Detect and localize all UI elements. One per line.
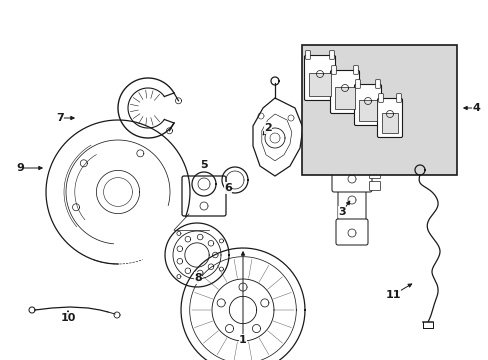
FancyBboxPatch shape [337,188,365,222]
FancyBboxPatch shape [378,94,383,102]
Bar [302,45,456,175]
Bar [381,113,397,133]
FancyBboxPatch shape [331,66,336,74]
FancyBboxPatch shape [355,80,360,88]
FancyBboxPatch shape [369,170,380,179]
FancyBboxPatch shape [330,71,359,113]
FancyBboxPatch shape [331,166,371,192]
Text: 7: 7 [56,113,64,123]
FancyBboxPatch shape [182,176,225,216]
Bar [334,87,354,109]
FancyBboxPatch shape [305,51,310,59]
FancyBboxPatch shape [304,55,335,100]
Text: 9: 9 [16,163,24,173]
Text: 3: 3 [338,207,345,217]
FancyBboxPatch shape [396,94,401,102]
Text: 1: 1 [239,335,246,345]
Text: 4: 4 [471,103,479,113]
Text: 10: 10 [60,313,76,323]
Text: 6: 6 [224,183,231,193]
Text: 5: 5 [200,160,207,170]
Text: 2: 2 [264,123,271,133]
FancyBboxPatch shape [377,99,402,138]
FancyBboxPatch shape [353,66,358,74]
Text: 11: 11 [385,290,400,300]
Bar [358,100,376,121]
FancyBboxPatch shape [369,181,380,190]
FancyBboxPatch shape [335,219,367,245]
FancyBboxPatch shape [375,80,380,88]
Text: 8: 8 [194,273,202,283]
FancyBboxPatch shape [354,85,381,126]
FancyBboxPatch shape [329,51,334,59]
Bar [308,73,330,96]
